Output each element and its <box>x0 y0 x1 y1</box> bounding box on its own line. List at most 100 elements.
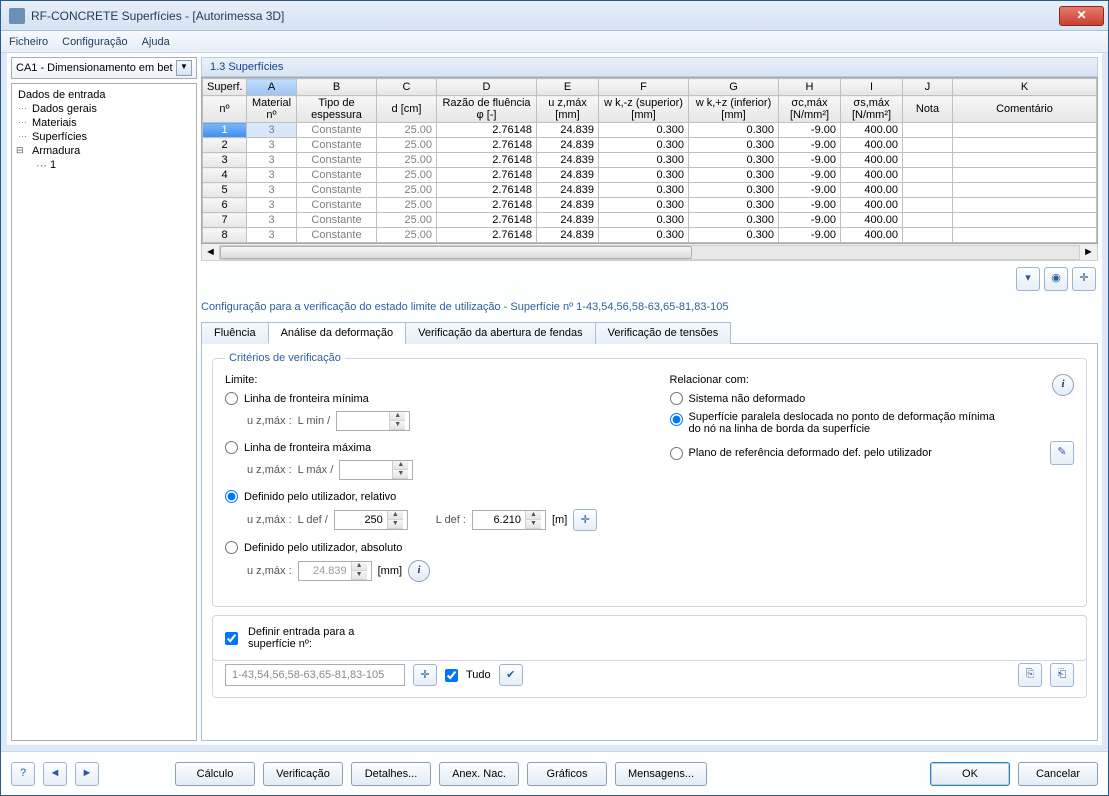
col-letter[interactable]: G <box>689 79 779 96</box>
table-row[interactable]: 63Constante25.002.7614824.8390.3000.300-… <box>203 198 1097 213</box>
spin-abs[interactable]: ▲▼ <box>298 561 372 581</box>
tree-armadura-1[interactable]: ⋯1 <box>14 158 194 172</box>
pick-ldef-icon[interactable]: ✛ <box>573 509 597 531</box>
prev-icon[interactable]: ◄ <box>43 762 67 786</box>
menu-config[interactable]: Configuração <box>62 36 127 48</box>
col-letter[interactable]: I <box>841 79 903 96</box>
pick-surfaces-icon[interactable]: ✛ <box>413 664 437 686</box>
col-header[interactable]: w k,-z (superior)[mm] <box>599 96 689 123</box>
tab-analise-deformacao[interactable]: Análise da deformação <box>268 322 407 344</box>
radio-sistema-nao-def[interactable] <box>670 392 683 405</box>
table-row[interactable]: 13Constante25.002.7614824.8390.3000.300-… <box>203 123 1097 138</box>
btn-ok[interactable]: OK <box>930 762 1010 786</box>
spin-lmax[interactable]: ▲▼ <box>339 460 413 480</box>
col-limite: Limite: Linha de fronteira mínima u z,má… <box>225 374 630 592</box>
radio-superf-paralela[interactable] <box>670 413 683 426</box>
filter-icon[interactable]: ▾ <box>1016 267 1040 291</box>
col-letter[interactable]: C <box>377 79 437 96</box>
spin-ldef-ratio[interactable]: ▲▼ <box>334 510 408 530</box>
label-limite: Limite: <box>225 374 630 386</box>
btn-verificacao[interactable]: Verificação <box>263 762 343 786</box>
col-letter[interactable]: E <box>537 79 599 96</box>
col-header[interactable]: Nota <box>903 96 953 123</box>
surfaces-table[interactable]: Superf.ABCDEFGHIJK nºMaterialnºTipo dees… <box>201 77 1098 244</box>
col-header[interactable]: Materialnº <box>247 96 297 123</box>
eye-icon[interactable]: ◉ <box>1044 267 1068 291</box>
table-row[interactable]: 33Constante25.002.7614824.8390.3000.300-… <box>203 153 1097 168</box>
col-header[interactable]: w k,+z (inferior)[mm] <box>689 96 779 123</box>
col-header[interactable]: Razão de fluênciaφ [-] <box>437 96 537 123</box>
corner-cell: Superf. <box>203 79 247 96</box>
table-row[interactable]: 23Constante25.002.7614824.8390.3000.300-… <box>203 138 1097 153</box>
col-letter[interactable]: K <box>953 79 1097 96</box>
radio-linha-min[interactable] <box>225 392 238 405</box>
btn-mensagens[interactable]: Mensagens... <box>615 762 707 786</box>
info-relacionar-icon[interactable]: i <box>1052 374 1074 396</box>
next-icon[interactable]: ► <box>75 762 99 786</box>
btn-cancelar[interactable]: Cancelar <box>1018 762 1098 786</box>
radio-plano-ref[interactable] <box>670 447 683 460</box>
nav-tree[interactable]: Dados de entrada Dados gerais Materiais … <box>11 83 197 741</box>
col-header[interactable]: σs,máx[N/mm²] <box>841 96 903 123</box>
spin-ldef-val[interactable]: ▲▼ <box>472 510 546 530</box>
tree-dados-gerais[interactable]: Dados gerais <box>14 102 194 116</box>
label-uzmax-3: u z,máx : <box>247 514 292 526</box>
case-combo[interactable]: CA1 - Dimensionamento em bet ▼ <box>11 57 197 79</box>
tree-dados-entrada[interactable]: Dados de entrada <box>14 88 194 102</box>
chk-definir-entrada[interactable] <box>225 632 238 645</box>
col-header[interactable]: nº <box>203 96 247 123</box>
menu-file[interactable]: Ficheiro <box>9 36 48 48</box>
label-uzmax-2: u z,máx : <box>247 464 292 476</box>
tree-superficies[interactable]: Superfícies <box>14 130 194 144</box>
col-header[interactable]: u z,máx[mm] <box>537 96 599 123</box>
label-superf-paralela: Superfície paralela deslocada no ponto d… <box>689 411 1009 435</box>
label-linha-min: Linha de fronteira mínima <box>244 393 369 405</box>
col-header[interactable]: Comentário <box>953 96 1097 123</box>
col-header[interactable]: σc,máx[N/mm²] <box>779 96 841 123</box>
chk-tudo[interactable] <box>445 669 458 682</box>
table-row[interactable]: 43Constante25.002.7614824.8390.3000.300-… <box>203 168 1097 183</box>
table-toolbar: ▾ ◉ ✛ <box>201 261 1098 297</box>
col-letter[interactable]: F <box>599 79 689 96</box>
tab-verificacao-tensoes[interactable]: Verificação de tensões <box>595 322 732 344</box>
table-row[interactable]: 83Constante25.002.7614824.8390.3000.300-… <box>203 228 1097 243</box>
tree-materiais[interactable]: Materiais <box>14 116 194 130</box>
table-hscroll[interactable]: ◄ ► <box>201 244 1098 261</box>
unit-m: [m] <box>552 514 567 526</box>
pick-icon[interactable]: ✛ <box>1072 267 1096 291</box>
btn-anex-nac[interactable]: Anex. Nac. <box>439 762 519 786</box>
radio-linha-max[interactable] <box>225 441 238 454</box>
input-surface-list[interactable] <box>225 664 405 686</box>
footer: ? ◄ ► Cálculo Verificação Detalhes... An… <box>1 751 1108 795</box>
paste-icon[interactable]: ⎗ <box>1050 663 1074 687</box>
apply-icon[interactable]: ✔ <box>499 664 523 686</box>
col-letter[interactable]: A <box>247 79 297 96</box>
edit-plano-icon[interactable]: ✎ <box>1050 441 1074 465</box>
col-letter[interactable]: H <box>779 79 841 96</box>
tab-verificacao-fendas[interactable]: Verificação da abertura de fendas <box>405 322 596 344</box>
spin-lmin[interactable]: ▲▼ <box>336 411 410 431</box>
tab-fluencia[interactable]: Fluência <box>201 322 269 344</box>
btn-graficos[interactable]: Gráficos <box>527 762 607 786</box>
help-icon[interactable]: ? <box>11 762 35 786</box>
btn-detalhes[interactable]: Detalhes... <box>351 762 431 786</box>
btn-calculo[interactable]: Cálculo <box>175 762 255 786</box>
menu-help[interactable]: Ajuda <box>142 36 170 48</box>
radio-def-rel[interactable] <box>225 490 238 503</box>
close-button[interactable]: ✕ <box>1059 6 1104 26</box>
col-letter[interactable]: J <box>903 79 953 96</box>
label-lmin: L min / <box>298 415 331 427</box>
body: CA1 - Dimensionamento em bet ▼ Dados de … <box>1 53 1108 751</box>
table-row[interactable]: 53Constante25.002.7614824.8390.3000.300-… <box>203 183 1097 198</box>
radio-def-abs[interactable] <box>225 541 238 554</box>
info-abs-icon[interactable]: i <box>408 560 430 582</box>
label-plano-ref: Plano de referência deformado def. pelo … <box>689 447 932 459</box>
tree-armadura[interactable]: Armadura <box>14 144 194 158</box>
table-row[interactable]: 73Constante25.002.7614824.8390.3000.300-… <box>203 213 1097 228</box>
copy-icon[interactable]: ⎘ <box>1018 663 1042 687</box>
col-header[interactable]: Tipo deespessura <box>297 96 377 123</box>
col-letter[interactable]: D <box>437 79 537 96</box>
col-header[interactable]: d [cm] <box>377 96 437 123</box>
criteria-legend: Critérios de verificação <box>225 352 345 364</box>
col-letter[interactable]: B <box>297 79 377 96</box>
